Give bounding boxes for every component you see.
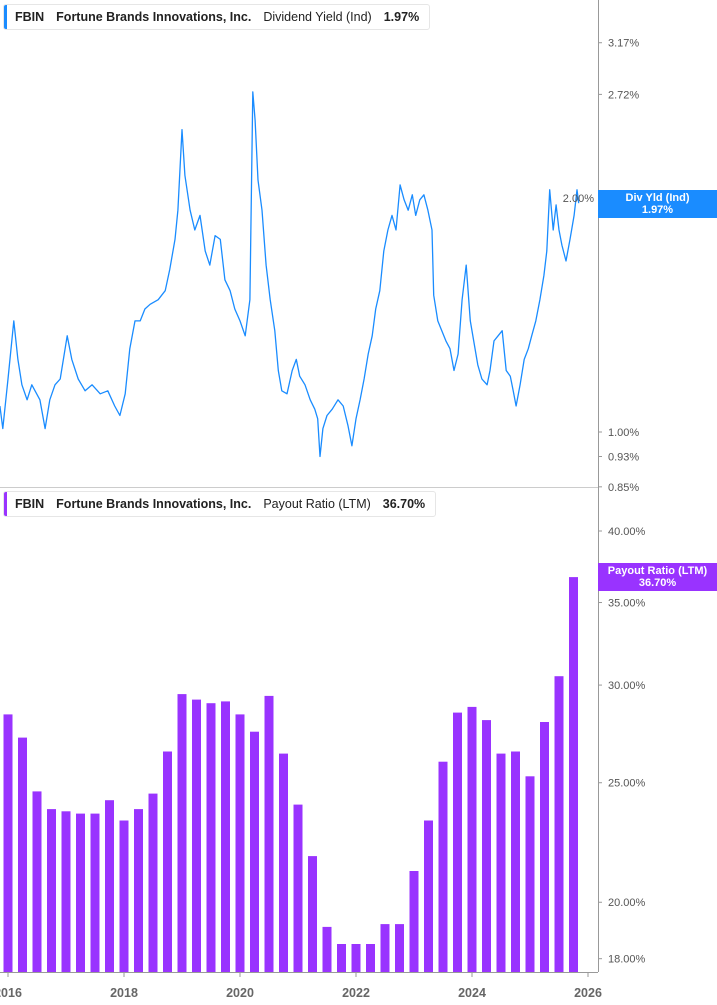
payout-value-tag: Payout Ratio (LTM) 36.70% [598, 563, 717, 591]
payout-bar [409, 871, 419, 972]
yield-y-tick-label: 2.72% [608, 89, 639, 101]
payout-bar [163, 751, 172, 972]
yield-y-tick-label: 3.17% [608, 38, 639, 50]
payout-bar [540, 722, 549, 972]
payout-bar [119, 820, 129, 972]
payout-bar [525, 776, 535, 972]
payout-bar [438, 761, 448, 972]
payout-bar [90, 813, 100, 972]
payout-bar [221, 701, 230, 972]
payout-bar [47, 809, 56, 972]
company-name: Fortune Brands Innovations, Inc. [56, 497, 252, 511]
payout-bar [148, 793, 158, 972]
payout-bar [482, 720, 491, 972]
payout-bar [264, 695, 274, 972]
yield-y-tick-label: 0.93% [608, 451, 639, 463]
payout-bar [192, 699, 201, 972]
payout-bar [250, 731, 259, 972]
payout-bar [424, 820, 433, 972]
payout-bar [395, 924, 404, 972]
payout-bar [279, 753, 288, 972]
metric-value: 1.97% [383, 10, 420, 24]
yield-legend: FBIN Fortune Brands Innovations, Inc. Di… [3, 4, 431, 30]
yield-y-tick-label: 1.00% [608, 427, 639, 439]
yield-tag-value: 1.97% [641, 204, 674, 216]
payout-y-tick-label: 25.00% [608, 778, 646, 790]
payout-bar [453, 712, 462, 972]
payout-bar [134, 809, 143, 972]
yield-chart [0, 91, 580, 458]
payout-bar [32, 791, 42, 972]
payout-bar [206, 703, 216, 972]
payout-y-tick-label: 30.00% [608, 680, 646, 692]
payout-bar [308, 856, 317, 972]
payout-tag-label: Payout Ratio (LTM) [607, 565, 708, 577]
metric-name: Dividend Yield (Ind) [263, 10, 372, 24]
payout-bar [61, 811, 71, 972]
payout-bar [105, 800, 114, 972]
payout-bar [293, 804, 303, 972]
payout-y-tick-label: 40.00% [608, 526, 646, 538]
payout-tag-value: 36.70% [638, 577, 677, 589]
ticker: FBIN [15, 497, 45, 511]
x-tick-label: 2024 [458, 986, 486, 1000]
payout-legend: FBIN Fortune Brands Innovations, Inc. Pa… [3, 491, 437, 517]
payout-bar [554, 676, 564, 972]
payout-bar [235, 714, 245, 972]
yield-value-tag: Div Yld (Ind) 1.97% [598, 190, 717, 218]
payout-bar [351, 944, 361, 972]
x-tick-label: 2018 [110, 986, 138, 1000]
payout-bar [569, 577, 578, 972]
metric-name: Payout Ratio (LTM) [263, 497, 371, 511]
payout-bar [380, 924, 390, 972]
payout-bar [496, 753, 506, 972]
payout-bar [511, 751, 520, 972]
x-tick-label: 2026 [574, 986, 602, 1000]
payout-bar [366, 944, 375, 972]
payout-bar [467, 706, 477, 972]
payout-y-tick-label: 18.00% [608, 954, 646, 966]
payout-bar [337, 944, 346, 972]
yield-tag-label: Div Yld (Ind) [625, 192, 690, 204]
company-name: Fortune Brands Innovations, Inc. [56, 10, 252, 24]
ticker: FBIN [15, 10, 45, 24]
payout-bar [177, 694, 187, 972]
payout-y-tick-label: 35.00% [608, 598, 646, 610]
yield-y-tick-label: 2.00% [563, 193, 594, 205]
metric-value: 36.70% [382, 497, 426, 511]
x-tick-label: 2022 [342, 986, 370, 1000]
x-tick-label: 2020 [226, 986, 254, 1000]
x-tick-label: 2016 [0, 986, 22, 1000]
yield-legend-color [4, 5, 7, 29]
payout-bar [322, 926, 332, 972]
yield-series-line [0, 91, 580, 458]
payout-bar [3, 714, 13, 972]
payout-chart [3, 577, 578, 972]
payout-legend-color [4, 492, 7, 516]
payout-bar [18, 737, 27, 972]
yield-y-tick-label: 0.85% [608, 482, 639, 494]
payout-bar [76, 813, 85, 972]
payout-y-tick-label: 20.00% [608, 897, 646, 909]
